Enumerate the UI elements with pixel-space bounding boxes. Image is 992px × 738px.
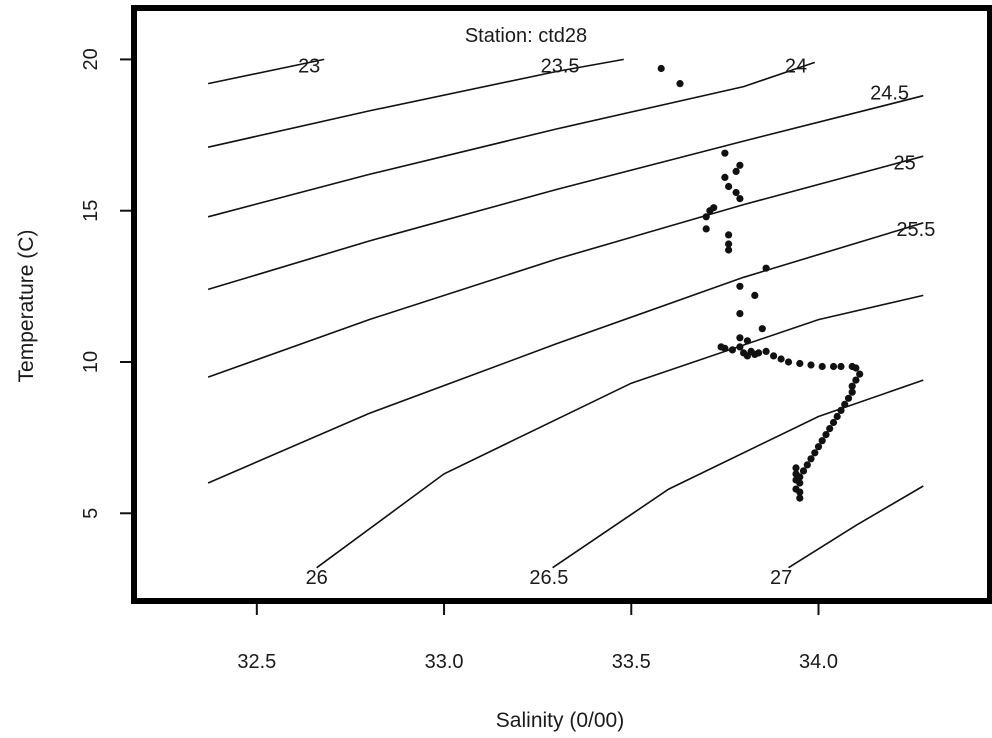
data-point-24 [721,344,729,352]
data-point-12 [702,225,710,233]
chart-title: Station: ctd28 [465,25,587,47]
data-point-36 [796,359,804,368]
isopycnal-label-0: 23 [298,56,320,78]
isopycnal-label-2: 24 [785,56,807,78]
data-point-53 [822,431,830,439]
data-point-42 [852,364,860,372]
isopycnal-label-6: 26 [306,567,328,589]
plot-frame [131,5,992,604]
data-point-55 [814,443,823,451]
isopycnal-label-5: 25.5 [896,219,935,241]
data-point-50 [833,412,841,421]
data-point-0 [657,64,665,73]
isopycnal-label-3: 24.5 [870,83,909,105]
data-point-7 [736,195,744,203]
data-point-21 [736,334,744,342]
data-point-4 [732,167,740,175]
data-point-66 [792,470,800,478]
data-point-3 [736,161,744,169]
data-point-19 [736,310,744,318]
data-point-33 [770,352,778,360]
data-point-6 [725,182,733,191]
isopycnal-line-5 [207,222,924,484]
data-point-39 [829,362,838,371]
isopycnal-line-8 [788,485,924,569]
data-point-57 [807,455,815,463]
data-point-43 [856,370,864,378]
y-axis-title: Temperature (C) [15,230,38,383]
isopycnal-line-6 [316,294,924,569]
isopycnal-line-7 [552,379,924,569]
data-point-44 [852,376,860,384]
data-point-5 [721,173,729,181]
data-point-26 [736,343,744,351]
x-tick-label-3: 34.0 [799,651,838,673]
data-point-8 [732,188,740,197]
data-point-38 [818,362,826,371]
x-tick-label-0: 32.5 [237,651,276,673]
data-point-34 [777,355,785,363]
x-tick-label-1: 33.0 [425,651,464,673]
data-point-59 [799,467,808,475]
data-point-11 [702,213,710,221]
data-point-16 [762,264,770,272]
data-point-2 [721,149,729,157]
data-point-14 [725,240,733,248]
data-point-47 [844,394,853,402]
data-point-63 [796,488,804,496]
data-point-22 [743,337,752,345]
isopycnal-line-0 [207,58,325,85]
isopycnal-label-1: 23.5 [541,56,580,78]
isopycnal-label-4: 25 [893,152,915,174]
data-point-17 [736,282,744,290]
data-point-56 [811,449,819,457]
data-point-46 [848,388,856,396]
data-point-32 [762,347,770,355]
data-point-25 [728,346,737,354]
isopycnal-line-2 [207,61,816,218]
data-point-64 [796,494,804,502]
x-tick-label-2: 33.5 [612,651,651,673]
data-point-35 [784,358,793,366]
data-points [657,64,864,502]
data-point-45 [848,382,856,390]
data-point-20 [758,325,766,333]
isopycnal-label-8: 27 [770,567,792,589]
data-point-52 [826,425,834,433]
isopycnal-line-4 [207,155,924,378]
isopycnal-line-3 [207,94,924,291]
y-axis-ticks: 5 10 15 20 [80,48,134,519]
isopycnal-label-7: 26.5 [529,567,568,589]
data-point-10 [710,204,718,212]
data-point-65 [792,476,800,484]
isopycnal-lines: 23 23.5 24 24.5 25 25.5 26 26.5 27 [207,56,935,589]
data-point-48 [841,400,849,408]
data-point-58 [803,461,811,469]
data-point-18 [751,291,759,299]
y-tick-label-2: 15 [80,200,102,222]
data-point-51 [829,418,838,427]
y-tick-label-0: 5 [80,508,102,519]
y-tick-label-1: 10 [80,351,102,373]
x-axis-ticks: 32.5 33.0 33.5 34.0 [237,601,838,673]
y-tick-label-3: 20 [80,48,102,70]
isopycnal-line-1 [207,58,624,148]
data-point-40 [837,362,845,371]
data-point-13 [725,231,733,239]
data-point-31 [755,349,763,357]
data-point-49 [837,406,845,414]
data-point-15 [725,246,733,254]
data-point-54 [818,437,826,445]
x-axis-title: Salinity (0/00) [496,709,624,732]
data-point-67 [792,464,800,472]
data-point-1 [676,80,684,88]
data-point-37 [807,361,815,369]
